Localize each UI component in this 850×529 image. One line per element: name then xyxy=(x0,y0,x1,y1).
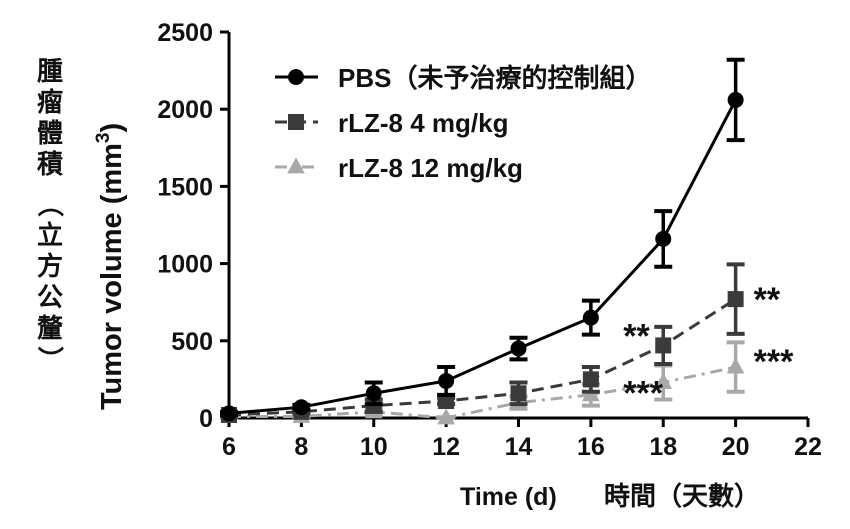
circle-marker xyxy=(655,230,672,247)
square-marker xyxy=(727,291,744,308)
circle-marker xyxy=(288,69,304,85)
circle-marker xyxy=(221,405,237,422)
circle-marker xyxy=(365,385,382,402)
x-tick-label: 18 xyxy=(649,433,677,461)
y-axis-label-cn-char: ） xyxy=(34,346,64,372)
square-marker xyxy=(655,337,672,354)
y-tick-label: 2000 xyxy=(157,96,213,124)
circle-marker xyxy=(582,309,599,326)
triangle-marker xyxy=(726,357,745,374)
y-axis-label-cn-char: 公 xyxy=(37,283,63,313)
triangle-marker xyxy=(287,157,305,174)
legend-item: rLZ-8 4 mg/kg xyxy=(275,108,508,138)
y-axis-label-cn-char: 瘤 xyxy=(37,87,63,118)
circle-marker xyxy=(438,372,455,389)
series-line xyxy=(228,297,737,417)
x-tick-label: 12 xyxy=(432,433,460,461)
y-tick-label: 1000 xyxy=(157,251,213,279)
series-line xyxy=(228,99,737,415)
significance-annotation: ** xyxy=(623,317,650,355)
y-axis-label-cn-char: 方 xyxy=(37,251,63,282)
y-axis-label: Tumor volume (mm3) xyxy=(93,123,128,410)
y-tick-label: 0 xyxy=(199,405,213,433)
square-marker xyxy=(288,114,304,130)
circle-marker xyxy=(510,340,527,357)
legend-item: rLZ-8 12 mg/kg xyxy=(275,153,523,183)
y-axis-label-cn-char: 體 xyxy=(37,119,63,149)
x-tick-label: 8 xyxy=(294,433,308,461)
significance-annotation: *** xyxy=(754,343,794,381)
y-axis-label-cn-char: 腫 xyxy=(37,57,63,87)
square-marker xyxy=(582,371,599,388)
x-axis-label-cn: 時間（天數） xyxy=(604,482,760,512)
series-marks: ********** xyxy=(220,57,794,425)
x-tick-label: 10 xyxy=(360,433,388,461)
circle-marker xyxy=(727,91,744,108)
y-axis-label-cn-char: 積 xyxy=(37,150,63,180)
x-tick-label: 14 xyxy=(505,433,533,461)
x-axis-label: Time (d) xyxy=(460,483,557,511)
legend: PBS（未予治療的控制組） rLZ-8 4 mg/kg rLZ-8 12 mg/kg xyxy=(275,63,651,183)
y-tick-label: 2500 xyxy=(157,19,213,47)
triangle-marker xyxy=(437,408,455,425)
triangle-marker xyxy=(654,372,673,389)
y-axis-label-cn-char: 立 xyxy=(37,220,63,251)
x-tick-label: 6 xyxy=(222,433,236,461)
square-marker xyxy=(438,393,455,410)
axes: 6 8 10 12 14 16 18 20 22 0 500 1000 1500 2000 2500 xyxy=(157,19,822,461)
legend-label: PBS（未予治療的控制組） xyxy=(338,63,651,93)
y-tick-label: 500 xyxy=(171,328,213,356)
y-axis-label-cn-char: 釐 xyxy=(37,313,63,344)
legend-label: rLZ-8 4 mg/kg xyxy=(338,108,508,138)
series-0 xyxy=(220,57,745,422)
series-line xyxy=(229,365,736,420)
significance-annotation: ** xyxy=(754,281,781,319)
y-tick-label: 1500 xyxy=(157,173,213,201)
legend-item: PBS（未予治療的控制組） xyxy=(275,63,651,93)
significance-annotation: *** xyxy=(623,374,663,412)
legend-label: rLZ-8 12 mg/kg xyxy=(338,153,523,183)
square-marker xyxy=(510,385,527,402)
x-tick-label: 20 xyxy=(722,433,750,461)
y-axis-label-cn-char: （ xyxy=(34,191,64,217)
x-tick-label: 22 xyxy=(794,433,822,461)
circle-marker xyxy=(293,399,310,416)
x-tick-label: 16 xyxy=(577,433,605,461)
